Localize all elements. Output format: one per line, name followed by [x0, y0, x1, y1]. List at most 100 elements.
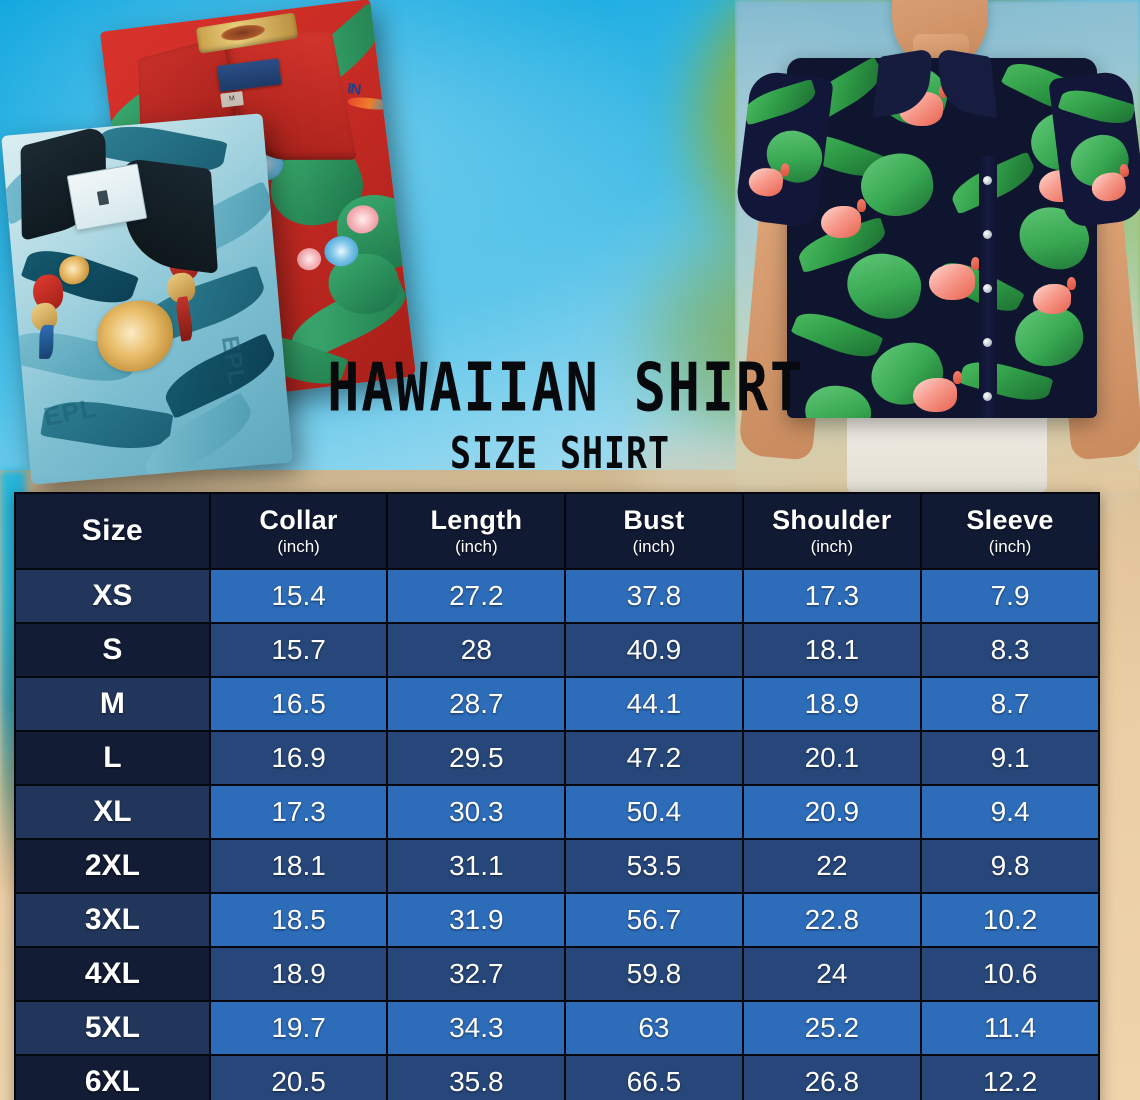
- column-header-sleeve-label: Sleeve: [966, 505, 1054, 536]
- cell-bust: 47.2: [566, 732, 742, 784]
- cell-collar: 15.7: [210, 624, 387, 676]
- cell-bust: 37.8: [566, 570, 742, 622]
- cell-length: 27.2: [388, 570, 565, 622]
- cell-size: S: [16, 624, 209, 676]
- column-header-size-label: Size: [81, 514, 143, 548]
- cell-sleeve: 7.9: [922, 570, 1098, 622]
- cell-size: L: [16, 732, 209, 784]
- cell-length: 34.3: [388, 1002, 565, 1054]
- cell-sleeve: 10.6: [922, 948, 1098, 1000]
- cell-bust: 59.8: [566, 948, 742, 1000]
- cell-sleeve: 9.8: [922, 840, 1098, 892]
- flamingo-motif: [1033, 277, 1076, 314]
- cell-shoulder: 20.9: [743, 786, 921, 838]
- cell-bust: 44.1: [566, 678, 742, 730]
- table-row: M 16.5 28.7 44.1 18.9 8.7: [16, 678, 1098, 730]
- table-row: XL 17.3 30.3 50.4 20.9 9.4: [16, 786, 1098, 838]
- cell-collar: 16.9: [210, 732, 387, 784]
- title-block: HAWAIIAN SHIRT SIZE SHIRT: [320, 348, 805, 477]
- column-header-size: Size: [16, 494, 209, 568]
- column-header-shoulder-unit: (inch): [810, 536, 854, 556]
- cell-sleeve: 9.1: [922, 732, 1098, 784]
- column-header-collar-label: Collar: [259, 505, 338, 536]
- cell-size: 5XL: [16, 1002, 209, 1054]
- column-header-bust-unit: (inch): [632, 536, 676, 556]
- cell-sleeve: 8.7: [922, 678, 1098, 730]
- column-header-collar-unit: (inch): [277, 536, 320, 556]
- flamingo-motif: [913, 371, 962, 412]
- cell-shoulder: 17.3: [743, 570, 921, 622]
- cell-collar: 20.5: [210, 1056, 387, 1100]
- column-header-collar: Collar (inch): [210, 494, 387, 568]
- cell-length: 32.7: [388, 948, 565, 1000]
- cell-collar: 17.3: [210, 786, 387, 838]
- cell-shoulder: 18.1: [743, 624, 921, 676]
- cell-collar: 18.1: [210, 840, 387, 892]
- cell-collar: 19.7: [210, 1002, 387, 1054]
- cell-bust: 56.7: [566, 894, 742, 946]
- red-shirt-size-tag: M: [220, 91, 244, 108]
- cell-size: XS: [16, 570, 209, 622]
- table-row: 4XL 18.9 32.7 59.8 24 10.6: [16, 948, 1098, 1000]
- cell-length: 31.1: [388, 840, 565, 892]
- page-title: HAWAIIAN SHIRT: [327, 348, 805, 427]
- cell-size: 6XL: [16, 1056, 209, 1100]
- cell-size: 3XL: [16, 894, 209, 946]
- cell-bust: 50.4: [566, 786, 742, 838]
- size-chart-table: Size Collar (inch) Length (inch) Bust (i…: [14, 492, 1100, 1100]
- blue-hawaiian-shirt: EPL EPL: [1, 113, 293, 485]
- column-header-shoulder: Shoulder (inch): [743, 494, 921, 568]
- parrot-motif: [26, 272, 79, 360]
- table-row: 5XL 19.7 34.3 63 25.2 11.4: [16, 1002, 1098, 1054]
- flamingo-motif: [929, 257, 980, 300]
- cell-size: XL: [16, 786, 209, 838]
- cell-shoulder: 20.1: [743, 732, 921, 784]
- cell-length: 35.8: [388, 1056, 565, 1100]
- navy-flamingo-hawaiian-shirt: [787, 58, 1097, 418]
- column-header-shoulder-label: Shoulder: [772, 505, 892, 536]
- cell-length: 30.3: [388, 786, 565, 838]
- cell-length: 29.5: [388, 732, 565, 784]
- column-header-bust-label: Bust: [623, 505, 685, 536]
- table-header-row: Size Collar (inch) Length (inch) Bust (i…: [16, 494, 1098, 568]
- table-row: 6XL 20.5 35.8 66.5 26.8 12.2: [16, 1056, 1098, 1100]
- cell-bust: 63: [566, 1002, 742, 1054]
- cell-shoulder: 22.8: [743, 894, 921, 946]
- table-row: 2XL 18.1 31.1 53.5 22 9.8: [16, 840, 1098, 892]
- table-row: L 16.9 29.5 47.2 20.1 9.1: [16, 732, 1098, 784]
- column-header-bust: Bust (inch): [566, 494, 742, 568]
- cell-bust: 53.5: [566, 840, 742, 892]
- cell-sleeve: 8.3: [922, 624, 1098, 676]
- cell-length: 28.7: [388, 678, 565, 730]
- cell-length: 28: [388, 624, 565, 676]
- table-header: Size Collar (inch) Length (inch) Bust (i…: [16, 494, 1098, 568]
- cell-length: 31.9: [388, 894, 565, 946]
- flamingo-motif: [821, 199, 866, 238]
- cell-shoulder: 26.8: [743, 1056, 921, 1100]
- cell-sleeve: 11.4: [922, 1002, 1098, 1054]
- cell-sleeve: 9.4: [922, 786, 1098, 838]
- column-header-length-label: Length: [430, 505, 523, 536]
- column-header-sleeve-unit: (inch): [988, 536, 1032, 556]
- cell-sleeve: 10.2: [922, 894, 1098, 946]
- cell-sleeve: 12.2: [922, 1056, 1098, 1100]
- page-subtitle: SIZE SHIRT: [450, 429, 670, 479]
- cell-bust: 40.9: [566, 624, 742, 676]
- cell-bust: 66.5: [566, 1056, 742, 1100]
- cell-collar: 16.5: [210, 678, 387, 730]
- cell-size: 2XL: [16, 840, 209, 892]
- cell-shoulder: 22: [743, 840, 921, 892]
- column-header-sleeve: Sleeve (inch): [922, 494, 1098, 568]
- cell-size: 4XL: [16, 948, 209, 1000]
- cell-shoulder: 24: [743, 948, 921, 1000]
- cell-size: M: [16, 678, 209, 730]
- table-row: XS 15.4 27.2 37.8 17.3 7.9: [16, 570, 1098, 622]
- table-row: S 15.7 28 40.9 18.1 8.3: [16, 624, 1098, 676]
- table-body: XS 15.4 27.2 37.8 17.3 7.9 S 15.7 28 40.9 18.1 8.3 M…: [16, 570, 1098, 1100]
- cell-shoulder: 25.2: [743, 1002, 921, 1054]
- column-header-length: Length (inch): [388, 494, 565, 568]
- cell-collar: 18.9: [210, 948, 387, 1000]
- cell-shoulder: 18.9: [743, 678, 921, 730]
- cell-collar: 15.4: [210, 570, 387, 622]
- cell-collar: 18.5: [210, 894, 387, 946]
